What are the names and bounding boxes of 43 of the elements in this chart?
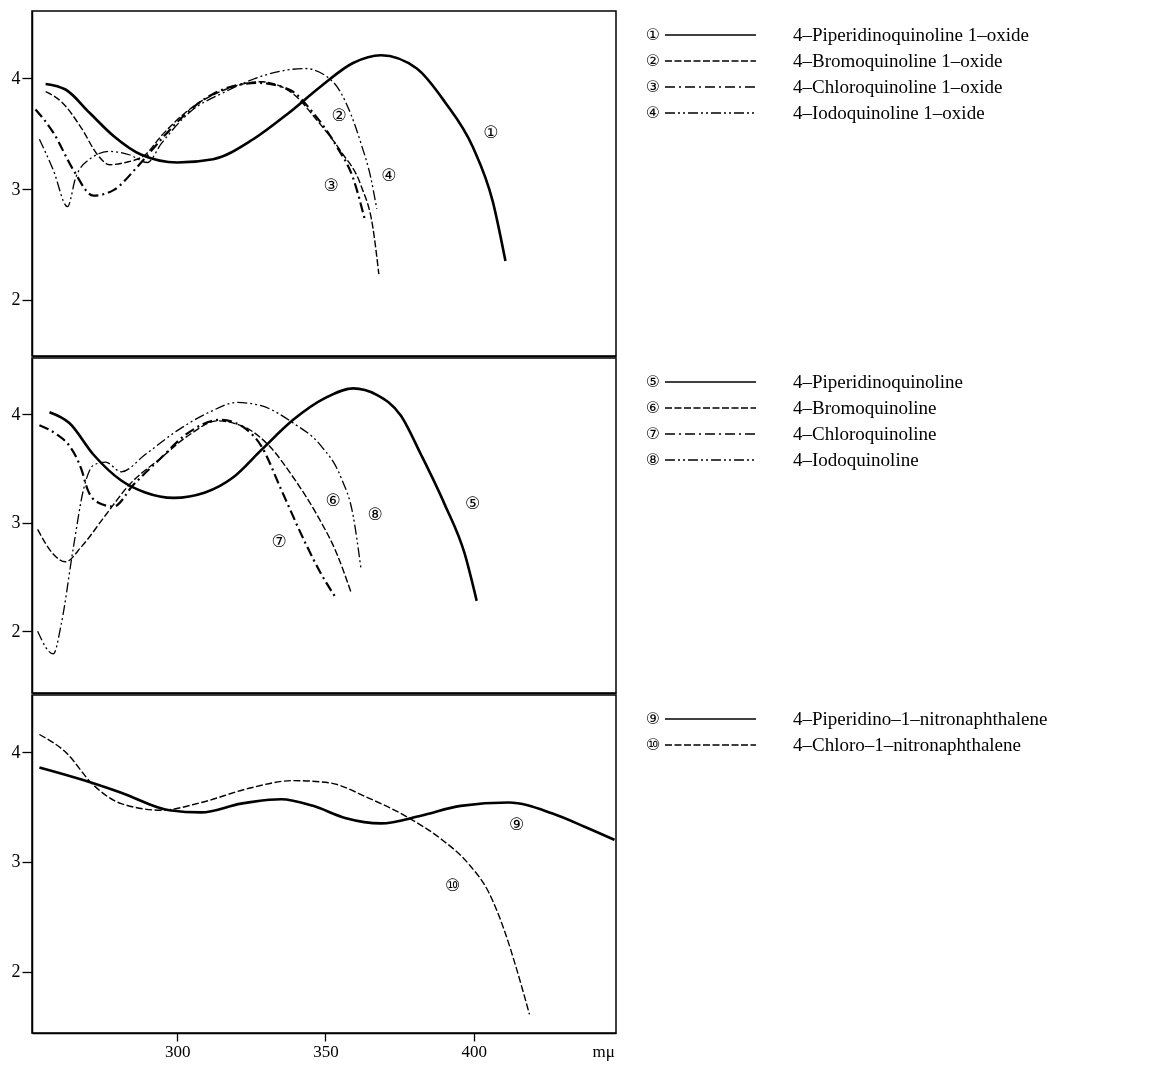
text: ③ [645, 77, 661, 96]
legend-label: 4–Piperidinoquinoline [793, 371, 963, 392]
text: ⑨ [645, 709, 661, 728]
text: ⑦ [645, 424, 661, 443]
x-tick-label: 300 [165, 1041, 191, 1061]
y-tick-label: 3 [11, 512, 21, 533]
annotation: ③ [323, 174, 339, 195]
legend-label: 4–Iodoquinoline [793, 449, 919, 470]
annotation: ⑨ [509, 813, 525, 834]
legend-label: 4–Chloroquinoline [793, 423, 937, 444]
legend-label: 4–Bromoquinoline [793, 397, 937, 418]
text: ⑥ [645, 398, 661, 417]
y-tick-label: 2 [11, 620, 21, 641]
y-tick-label: 2 [11, 289, 21, 310]
text: ⑧ [645, 450, 661, 469]
y-tick-label: 4 [11, 741, 21, 762]
legend-label: 4–Chloroquinoline 1–oxide [793, 76, 1003, 97]
annotation: ⑤ [465, 493, 481, 514]
x-tick-label: 400 [461, 1041, 487, 1061]
y-tick-label: 4 [11, 403, 21, 424]
x-axis-title: mμ [592, 1041, 615, 1061]
legend-label: 4–Piperidino–1–nitronaphthalene [793, 708, 1048, 729]
legend-label: 4–Bromoquinoline 1–oxide [793, 50, 1003, 71]
text: ⑩ [645, 735, 661, 754]
legend-label: 4–Iodoquinoline 1–oxide [793, 102, 985, 123]
text: ④ [645, 103, 661, 122]
annotation: ⑩ [445, 875, 461, 895]
legend-label: 4–Piperidinoquinoline 1–oxide [793, 24, 1029, 45]
annotation: ④ [381, 164, 397, 185]
y-tick-label: 4 [11, 67, 21, 88]
annotation: ① [483, 122, 499, 143]
legend-label: 4–Chloro–1–nitronaphthalene [793, 734, 1021, 755]
y-tick-label: 2 [11, 961, 21, 982]
y-tick-label: 3 [11, 851, 21, 872]
annotation: ⑥ [325, 490, 341, 511]
text: ⑤ [645, 372, 661, 391]
annotation: ⑦ [271, 531, 287, 552]
text: ① [645, 25, 661, 44]
text: ② [645, 51, 661, 70]
annotation: ⑧ [367, 504, 383, 525]
annotation: ② [331, 105, 347, 126]
y-tick-label: 3 [11, 178, 21, 199]
x-tick-label: 350 [313, 1041, 339, 1061]
